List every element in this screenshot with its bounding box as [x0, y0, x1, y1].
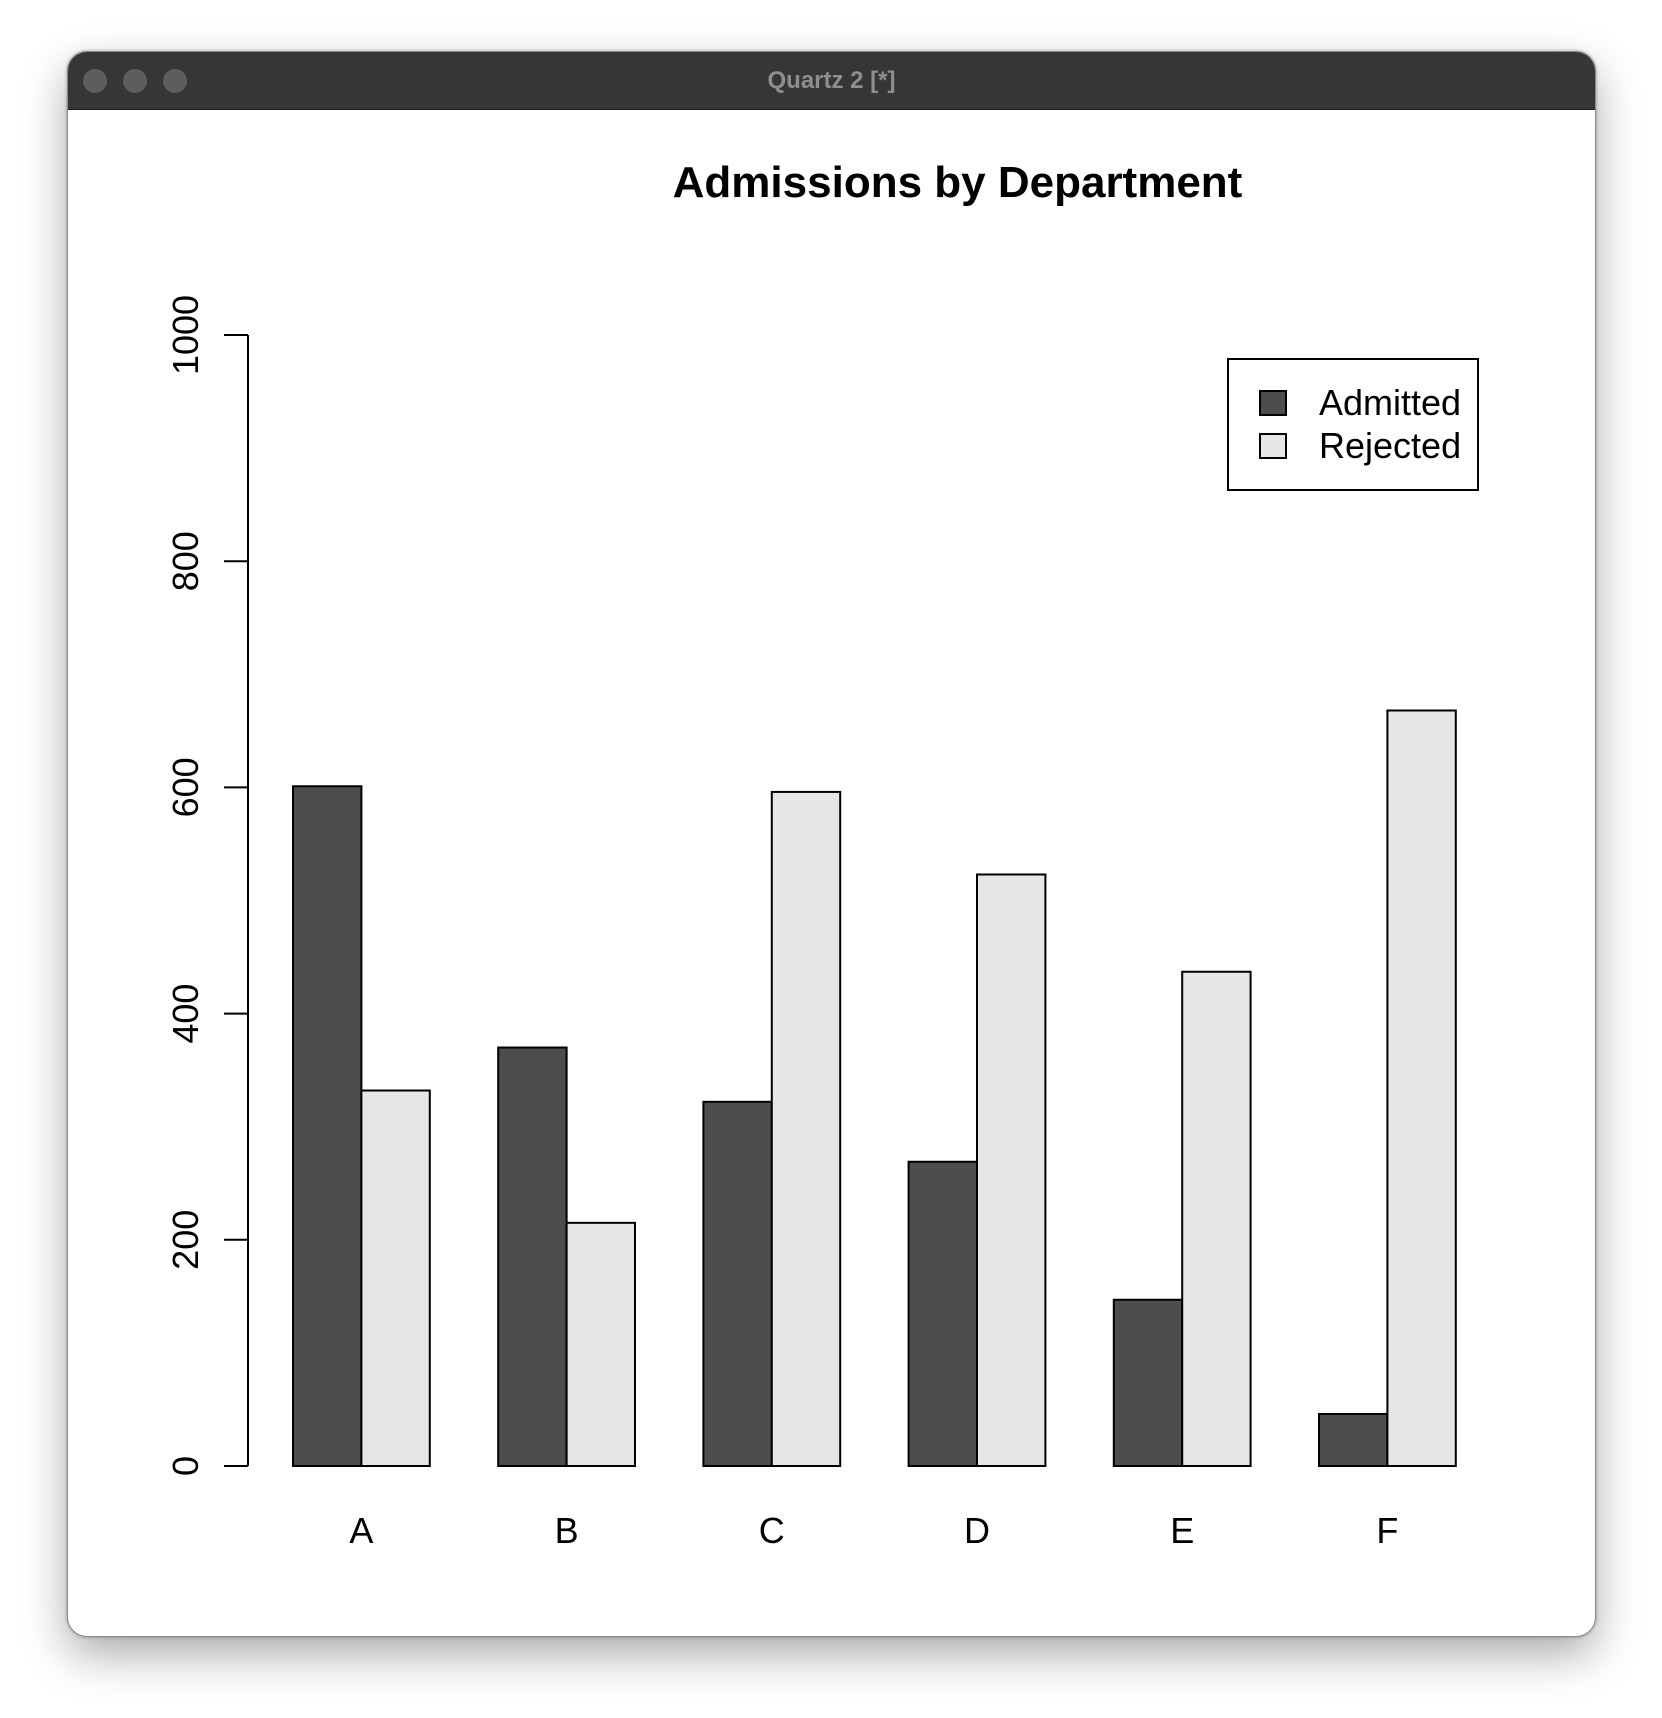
y-tick-label: 1000	[165, 295, 206, 375]
y-tick-label: 400	[165, 984, 206, 1044]
bar-chart: Admissions by Department 0 200 400 600 800 100…	[165, 158, 1479, 1551]
x-tick-label: B	[555, 1510, 579, 1551]
bar-rejected-f	[1386, 709, 1457, 1467]
bar-admitted-c	[702, 1100, 773, 1467]
legend-box	[1227, 358, 1479, 491]
bar-admitted-d	[907, 1160, 978, 1467]
bar-rejected-c	[770, 790, 842, 1467]
bar-rejected-b	[565, 1221, 637, 1467]
window-title: Quartz 2 [*]	[767, 67, 896, 94]
y-tick-label: 800	[165, 531, 206, 591]
quartz-window: Quartz 2 [*] Admissions by Department 0 20…	[67, 51, 1596, 1637]
x-tick-label: F	[1376, 1510, 1398, 1551]
bar-admitted-b	[497, 1046, 568, 1468]
x-tick-label: D	[964, 1510, 990, 1551]
x-tick-label: C	[759, 1510, 785, 1551]
minimize-button[interactable]	[123, 69, 147, 93]
plot-area: Admissions by Department 0 200 400 600 800 100…	[68, 109, 1595, 1636]
y-tick-label: 200	[165, 1210, 206, 1270]
legend-swatch	[1259, 390, 1287, 416]
legend-label: Admitted	[1319, 382, 1461, 423]
bar-admitted-a	[292, 785, 363, 1467]
chart-title: Admissions by Department	[673, 158, 1243, 207]
legend-label: Rejected	[1319, 425, 1461, 466]
x-tick-label: E	[1170, 1510, 1194, 1551]
zoom-button[interactable]	[163, 69, 187, 93]
bar-admitted-e	[1112, 1298, 1184, 1468]
close-button[interactable]	[83, 69, 107, 93]
x-tick-label: A	[349, 1510, 373, 1551]
legend-swatch	[1259, 433, 1287, 459]
bar-rejected-a	[360, 1089, 431, 1467]
y-tick-label: 0	[165, 1456, 206, 1476]
bar-rejected-d	[976, 873, 1047, 1467]
bar-rejected-e	[1181, 970, 1252, 1467]
y-tick-label: 600	[165, 757, 206, 817]
window-titlebar[interactable]: Quartz 2 [*]	[68, 52, 1595, 110]
bar-admitted-f	[1318, 1412, 1389, 1467]
